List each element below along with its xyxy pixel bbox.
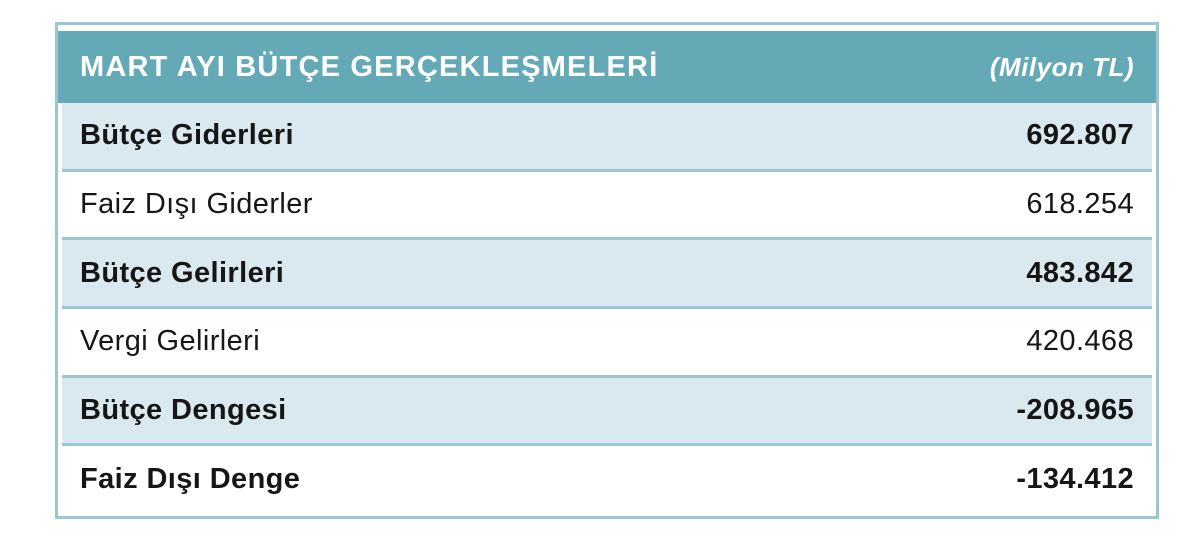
table-header: MART AYI BÜTÇE GERÇEKLEŞMELERİ (Milyon T… <box>58 31 1156 103</box>
table-body: Bütçe Giderleri 692.807 Faiz Dışı Giderl… <box>62 103 1152 513</box>
row-label: Bütçe Giderleri <box>80 119 294 152</box>
table-row: Bütçe Dengesi -208.965 <box>62 374 1152 444</box>
unit-label: (Milyon TL) <box>989 51 1134 82</box>
row-label: Vergi Gelirleri <box>80 325 261 358</box>
row-value: -134.412 <box>1016 462 1134 495</box>
row-label: Faiz Dışı Denge <box>80 462 301 495</box>
budget-table: MART AYI BÜTÇE GERÇEKLEŞMELERİ (Milyon T… <box>55 22 1159 519</box>
table-row: Bütçe Giderleri 692.807 <box>62 103 1152 169</box>
table-row: Faiz Dışı Giderler 618.254 <box>62 168 1152 238</box>
table-row: Vergi Gelirleri 420.468 <box>62 306 1152 375</box>
row-label: Faiz Dışı Giderler <box>80 188 313 220</box>
row-value: -208.965 <box>1016 394 1134 427</box>
row-label: Bütçe Dengesi <box>80 394 287 427</box>
row-value: 618.254 <box>1026 188 1134 220</box>
row-value: 483.842 <box>1026 256 1134 289</box>
row-label: Bütçe Gelirleri <box>80 256 285 289</box>
row-value: 420.468 <box>1026 325 1134 358</box>
row-value: 692.807 <box>1026 119 1134 152</box>
table-row: Faiz Dışı Denge -134.412 <box>62 443 1152 513</box>
table-title: MART AYI BÜTÇE GERÇEKLEŞMELERİ <box>80 50 659 83</box>
table-row: Bütçe Gelirleri 483.842 <box>62 237 1152 307</box>
